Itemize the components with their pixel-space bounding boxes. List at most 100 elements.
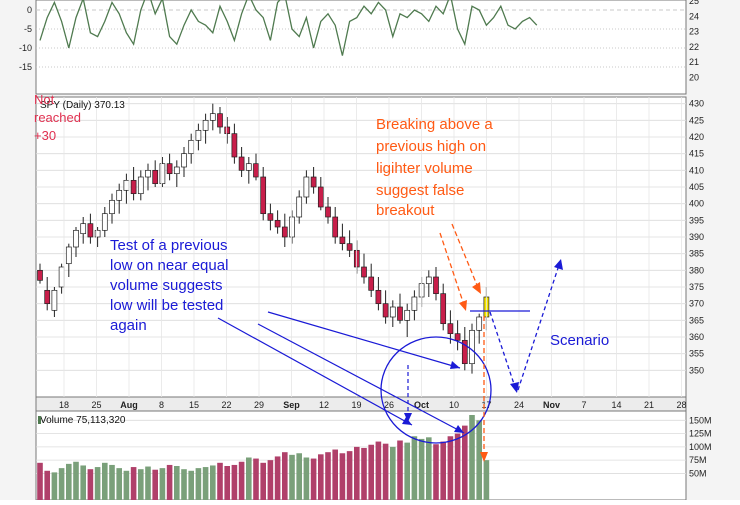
- volume-tick-label: 100M: [689, 442, 712, 452]
- indicator-right-tick: 20: [689, 73, 699, 83]
- date-tick-label: 10: [449, 400, 459, 410]
- note-not-reached-1: Not: [34, 92, 55, 107]
- indicator-right-tick: 22: [689, 42, 699, 52]
- candle-body: [325, 206, 331, 218]
- volume-tick-label: 150M: [689, 415, 712, 425]
- price-tick-label: 385: [689, 249, 704, 259]
- candle-body: [188, 139, 195, 155]
- volume-bar: [274, 456, 281, 500]
- volume-bar: [44, 470, 50, 500]
- volume-bar: [411, 436, 418, 500]
- volume-bar: [217, 462, 223, 500]
- price-tick-label: 430: [689, 99, 704, 109]
- candle-body: [159, 163, 166, 185]
- note-test-low-5: again: [110, 317, 147, 334]
- volume-bar: [303, 457, 310, 500]
- volume-bar: [210, 465, 216, 500]
- price-tick-label: 350: [689, 365, 704, 375]
- indicator-right-tick: 24: [689, 11, 699, 21]
- note-not-reached-3: +30: [34, 128, 56, 143]
- volume-bar: [123, 470, 130, 500]
- volume-bar: [181, 469, 187, 500]
- price-tick-label: 390: [689, 232, 704, 242]
- candle-body: [224, 126, 231, 135]
- candle-body: [245, 163, 252, 171]
- candle-body: [361, 266, 367, 278]
- candle-body: [231, 133, 238, 158]
- date-tick-label: Sep: [283, 400, 300, 410]
- candle-body: [58, 266, 65, 288]
- date-tick-label: 29: [254, 400, 264, 410]
- candle-body: [411, 296, 418, 311]
- candle-body: [65, 246, 72, 265]
- volume-bar: [390, 446, 396, 500]
- volume-bar: [66, 463, 72, 500]
- arrow-blue-4-head: [404, 413, 412, 422]
- note-breaking-4: suggest false: [376, 182, 464, 199]
- indicator-line: [39, 0, 538, 56]
- volume-bar: [51, 472, 58, 500]
- arrow-blue-2: [257, 323, 465, 434]
- price-tick-label: 420: [689, 132, 704, 142]
- candle-body: [51, 289, 58, 311]
- candle-body: [101, 213, 108, 231]
- date-tick-label: 14: [611, 400, 621, 410]
- scenario-down-head: [510, 382, 519, 393]
- note-test-low-4: low will be tested: [110, 297, 223, 314]
- candle-body: [109, 199, 115, 215]
- volume-bar: [382, 443, 389, 500]
- volume-bar: [375, 441, 382, 500]
- date-tick-label: Oct: [414, 400, 429, 410]
- volume-test-circle: [380, 336, 492, 444]
- candle-body: [461, 339, 468, 365]
- date-tick-label: 17: [481, 400, 491, 410]
- candle-body: [166, 163, 173, 175]
- volume-panel: [35, 410, 687, 501]
- candle-body: [454, 333, 461, 341]
- candle-body: [145, 169, 151, 178]
- candle-body: [202, 119, 209, 131]
- candle-body: [346, 243, 353, 251]
- price-tick-label: 415: [689, 149, 704, 159]
- candle-body: [332, 216, 339, 238]
- arrow-orange-1: [439, 232, 466, 309]
- candle-body: [260, 176, 267, 215]
- volume-bar: [145, 466, 151, 500]
- volume-bar: [73, 461, 79, 500]
- volume-bar: [339, 453, 346, 500]
- indicator-left-tick: -10: [19, 43, 32, 53]
- candle-body: [382, 303, 389, 318]
- volume-bar: [109, 464, 115, 500]
- candle-body: [80, 223, 87, 235]
- date-tick-label: 24: [514, 400, 524, 410]
- volume-bar: [267, 460, 274, 500]
- candle-body: [425, 276, 432, 285]
- volume-bar: [80, 465, 86, 500]
- candle-body: [73, 229, 79, 248]
- date-tick-label: 12: [319, 400, 329, 410]
- candle-body: [116, 189, 123, 201]
- candle-body: [476, 316, 483, 331]
- note-breaking-3: ligihter volume: [376, 160, 473, 177]
- volume-bar: [224, 466, 230, 500]
- candle-body: [217, 113, 223, 128]
- volume-bar: [332, 449, 338, 500]
- note-breaking-1: Breaking above a: [376, 116, 493, 133]
- volume-bar: [253, 458, 259, 500]
- volume-bar: [37, 462, 43, 500]
- date-tick-label: 25: [91, 400, 101, 410]
- scenario-up-arrow: [517, 261, 561, 391]
- volume-bar: [483, 460, 490, 500]
- price-tick-label: 375: [689, 282, 704, 292]
- candle-body: [238, 156, 245, 171]
- indicator-right-tick: 25: [689, 0, 699, 6]
- candle-body: [303, 176, 310, 198]
- date-tick-label: 26: [384, 400, 394, 410]
- volume-bar: [447, 436, 454, 500]
- arrow-blue-2-head: [454, 425, 464, 433]
- date-tick-label: 7: [581, 400, 586, 410]
- arrow-orange-3-head: [480, 452, 488, 462]
- candle-body: [152, 169, 159, 185]
- volume-bar: [231, 464, 238, 500]
- volume-bar: [440, 441, 446, 500]
